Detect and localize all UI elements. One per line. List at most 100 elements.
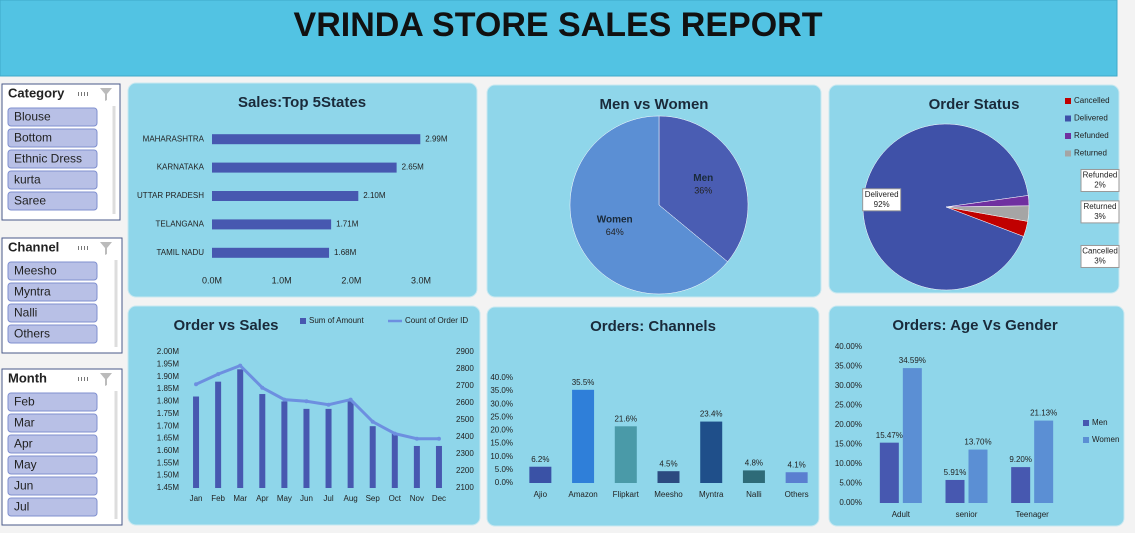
bar — [212, 219, 332, 230]
x-tick-label: senior — [956, 510, 978, 519]
bar — [259, 394, 266, 488]
bar — [529, 466, 552, 483]
chart-title: Order Status — [929, 96, 1020, 113]
slicer-item[interactable] — [7, 107, 98, 127]
x-tick-label: Flipkart — [613, 490, 640, 499]
slicer-item[interactable] — [7, 497, 98, 517]
line-marker — [260, 385, 265, 390]
x-tick-label: Others — [785, 490, 809, 499]
y-tick-label: 0.00% — [839, 498, 862, 507]
y2-tick-label: 2400 — [456, 432, 474, 441]
x-tick-label: Meesho — [654, 490, 683, 499]
slicer-item[interactable] — [7, 413, 98, 433]
data-label: 23.4% — [700, 410, 723, 419]
bar — [1011, 467, 1031, 503]
y-tick-label: TAMIL NADU — [156, 248, 204, 257]
clear-filter-icon[interactable] — [100, 88, 112, 101]
slicer-item-label[interactable]: Jun — [14, 479, 33, 493]
slicer-item[interactable] — [7, 392, 98, 412]
y-tick-label: 10.0% — [490, 452, 513, 461]
line-marker — [436, 436, 441, 441]
bar — [968, 449, 988, 503]
clear-filter-icon[interactable] — [100, 242, 112, 255]
x-tick-label: Myntra — [699, 490, 724, 499]
x-tick-label: Amazon — [568, 490, 597, 499]
x-tick-label: Feb — [211, 494, 225, 503]
line-marker — [304, 399, 309, 404]
slicer-item-label[interactable]: Saree — [14, 194, 46, 208]
slicer-item-label[interactable]: Meesho — [14, 264, 57, 278]
y-tick-label: TELANGANA — [156, 220, 205, 229]
header-banner — [0, 0, 1118, 77]
slicer-item-label[interactable]: Blouse — [14, 110, 51, 124]
slicer-item-label[interactable]: Nalli — [14, 306, 37, 320]
legend-swatch — [300, 318, 306, 324]
x-tick-label: Apr — [256, 494, 269, 503]
clear-filter-icon[interactable] — [100, 373, 112, 386]
y-tick-label: 5.00% — [839, 479, 862, 488]
slicer-item-label[interactable]: kurta — [14, 173, 41, 187]
bar — [237, 369, 244, 488]
slicer-item[interactable] — [7, 282, 98, 302]
x-tick-label: Oct — [389, 494, 402, 503]
data-label: 2.10M — [363, 191, 386, 200]
bar — [435, 445, 442, 488]
data-label-box — [1080, 244, 1120, 268]
legend-swatch — [1065, 115, 1071, 122]
data-label-category: Men — [693, 173, 713, 184]
slicer-item-label[interactable]: Jul — [14, 500, 29, 514]
slicer-title: Month — [8, 370, 47, 385]
line-marker — [370, 419, 375, 424]
y2-tick-label: 2200 — [456, 466, 474, 475]
y-tick-label: 40.00% — [835, 342, 862, 351]
legend-label: Cancelled — [1074, 96, 1110, 105]
x-tick-label: Nov — [410, 494, 424, 503]
slicer-item-label[interactable]: Ethnic Dress — [14, 152, 82, 166]
y-tick-label: 1.50M — [157, 471, 180, 480]
bar — [657, 471, 680, 483]
chart-panel — [486, 306, 820, 527]
y2-tick-label: 2300 — [456, 449, 474, 458]
slicer-item[interactable] — [7, 261, 98, 281]
legend-swatch — [1083, 420, 1089, 426]
slicer-item[interactable] — [7, 434, 98, 454]
x-tick-label: Sep — [366, 494, 381, 503]
x-tick-label: May — [277, 494, 292, 503]
y-tick-label: UTTAR PRADESH — [137, 191, 204, 200]
legend-label: Delivered — [1074, 114, 1108, 123]
slicer-item[interactable] — [7, 128, 98, 148]
slicer-item-label[interactable]: Feb — [14, 395, 35, 409]
data-label-category: Returned — [1084, 202, 1117, 211]
slicer-item-label[interactable]: Others — [14, 327, 50, 341]
slicer-item[interactable] — [7, 324, 98, 344]
chart-title: Men vs Women — [600, 96, 709, 113]
line-marker — [216, 372, 221, 377]
data-label: 2.65M — [402, 163, 425, 172]
slicer-item[interactable] — [7, 191, 98, 211]
slicer-item[interactable] — [7, 476, 98, 496]
bar — [785, 472, 808, 483]
slicer-item[interactable] — [7, 455, 98, 475]
y2-tick-label: 2500 — [456, 415, 474, 424]
y-tick-label: 30.00% — [835, 381, 862, 390]
data-label: 6.2% — [531, 455, 549, 464]
chart-title: Orders: Channels — [590, 318, 716, 335]
slicer-item-label[interactable]: May — [14, 458, 37, 472]
slicer-item[interactable] — [7, 170, 98, 190]
y-tick-label: 1.75M — [157, 409, 180, 418]
legend-label: Count of Order ID — [405, 316, 468, 325]
data-label-category: Cancelled — [1082, 247, 1118, 256]
y-tick-label: 0.0% — [495, 478, 513, 487]
slicer-item[interactable] — [7, 149, 98, 169]
x-tick-label: Ajio — [534, 490, 548, 499]
slicer-item-label[interactable]: Mar — [14, 416, 35, 430]
x-tick-label: 3.0M — [411, 275, 431, 285]
y-tick-label: 2.00M — [157, 347, 180, 356]
slicer-item-label[interactable]: Myntra — [14, 285, 51, 299]
y2-tick-label: 2100 — [456, 483, 474, 492]
slicer-item-label[interactable]: Bottom — [14, 131, 52, 145]
slicer-item-label[interactable]: Apr — [14, 437, 33, 451]
bar — [572, 389, 595, 483]
slicer-item[interactable] — [7, 303, 98, 323]
